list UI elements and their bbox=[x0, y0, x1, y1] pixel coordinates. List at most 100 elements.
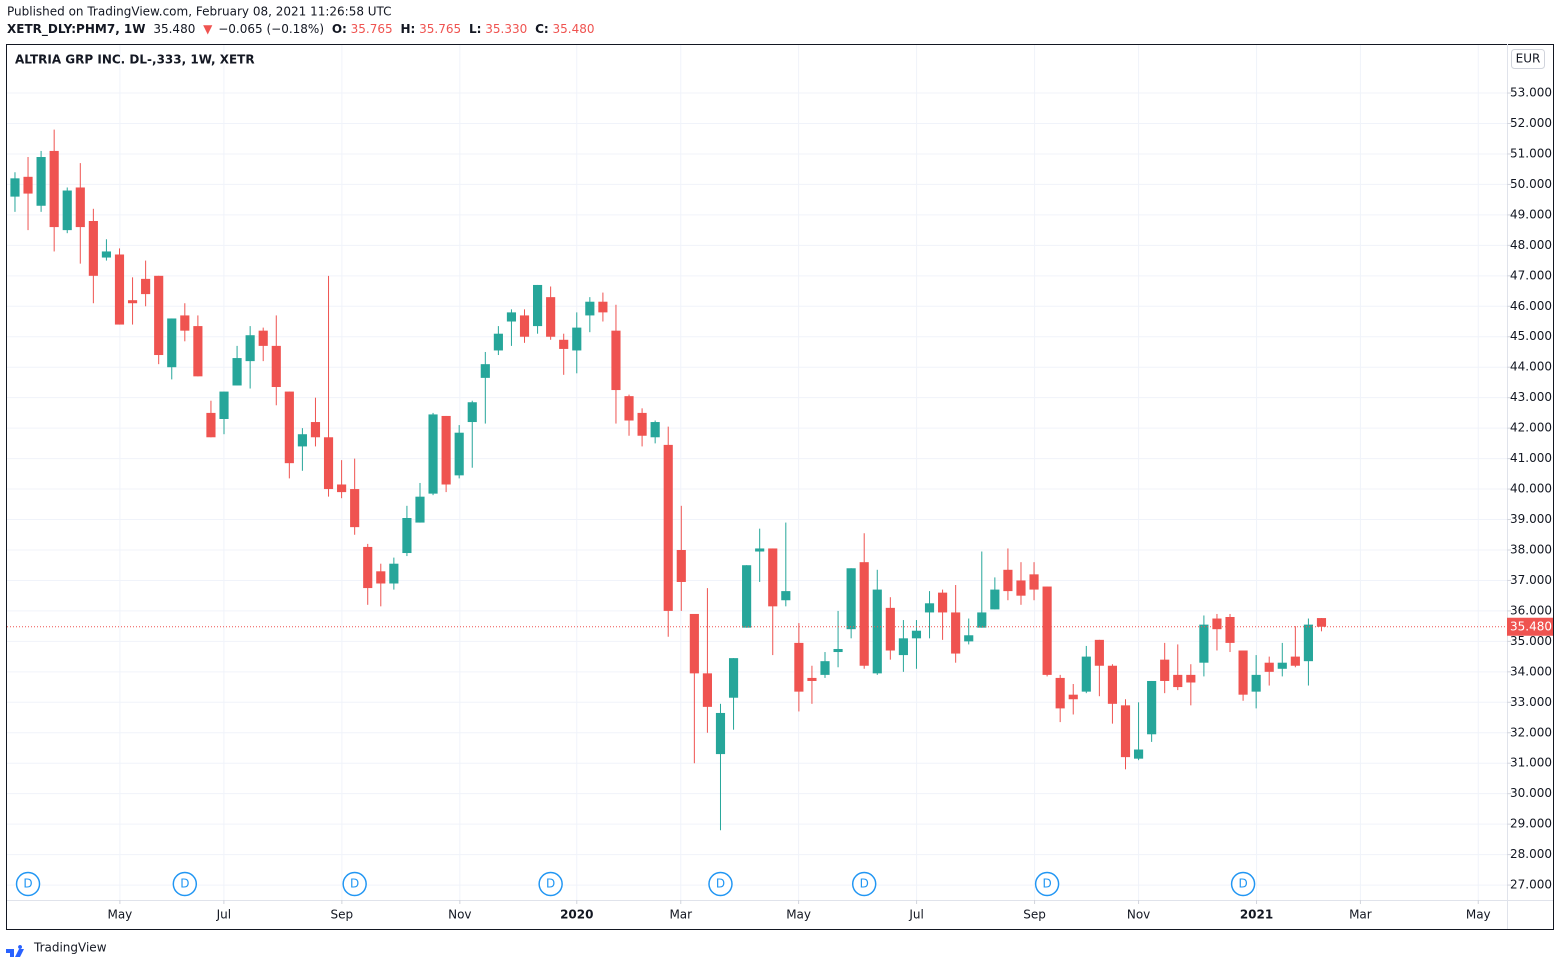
candle-body bbox=[624, 396, 634, 421]
x-tick-label: Jul bbox=[908, 908, 923, 922]
y-tick-label: 48.000 bbox=[1510, 238, 1552, 252]
candle-body bbox=[559, 339, 569, 349]
candle-body bbox=[611, 330, 621, 391]
l-label: L: bbox=[469, 22, 481, 36]
candle-body bbox=[297, 434, 307, 447]
y-tick-label: 43.000 bbox=[1510, 390, 1552, 404]
x-tick-label: Sep bbox=[1023, 908, 1046, 922]
h-label: H: bbox=[400, 22, 415, 36]
last: 35.480 bbox=[153, 22, 195, 36]
candle-body bbox=[337, 484, 347, 493]
candle-body bbox=[1147, 680, 1157, 735]
candle-body bbox=[689, 613, 699, 674]
candle-body bbox=[1225, 617, 1235, 643]
arrow: ▼ bbox=[203, 22, 213, 36]
brand: TradingView bbox=[33, 941, 107, 955]
y-tick-label: 39.000 bbox=[1510, 512, 1552, 526]
dividend-label: D bbox=[860, 877, 869, 891]
c-value: 35.480 bbox=[553, 22, 595, 36]
candle-body bbox=[872, 589, 882, 674]
change: −0.065 (−0.18%) bbox=[218, 22, 324, 36]
candle-body bbox=[376, 571, 386, 584]
candle-body bbox=[1081, 656, 1091, 692]
candle-body bbox=[467, 402, 477, 423]
candle-body bbox=[885, 607, 895, 651]
candle-body bbox=[820, 661, 830, 675]
h-value: 35.765 bbox=[419, 22, 461, 36]
candle-body bbox=[493, 333, 503, 351]
y-tick-label: 49.000 bbox=[1510, 207, 1552, 221]
candle-body bbox=[924, 603, 935, 613]
y-tick-label: 33.000 bbox=[1510, 695, 1552, 709]
candle-body bbox=[415, 496, 425, 523]
y-tick-label: 31.000 bbox=[1510, 756, 1552, 770]
o-value: 35.765 bbox=[351, 22, 393, 36]
candle-body bbox=[715, 712, 726, 755]
brand-logo bbox=[6, 945, 24, 957]
candle-body bbox=[23, 176, 33, 194]
candle-body bbox=[101, 251, 111, 258]
y-tick-label: 45.000 bbox=[1510, 329, 1552, 343]
candle-body bbox=[532, 284, 543, 327]
candle-body bbox=[572, 327, 582, 351]
x-tick-label: Mar bbox=[1349, 908, 1372, 922]
candle-body bbox=[1133, 749, 1144, 759]
candle-body bbox=[350, 489, 360, 528]
candle-body bbox=[1277, 662, 1287, 669]
c-label: C: bbox=[535, 22, 549, 36]
candle-body bbox=[598, 301, 608, 313]
y-tick-label: 40.000 bbox=[1510, 482, 1552, 496]
candle-body bbox=[402, 517, 412, 554]
symbol-line: XETR_DLY:PHM7, 1W 35.480 ▼ −0.065 (−0.18… bbox=[7, 22, 595, 37]
y-tick-label: 38.000 bbox=[1510, 542, 1552, 556]
candle-body bbox=[36, 157, 46, 206]
dividend-marker bbox=[851, 871, 877, 897]
dividend-marker bbox=[1230, 871, 1256, 897]
candle-body bbox=[75, 187, 85, 228]
dividend-label: D bbox=[350, 877, 359, 891]
candle-body bbox=[676, 549, 686, 582]
candle-body bbox=[127, 300, 138, 304]
dividend-marker bbox=[15, 871, 41, 897]
candle-body bbox=[1290, 656, 1300, 666]
dividend-marker bbox=[538, 871, 563, 897]
candle-body bbox=[702, 673, 712, 707]
candle-body bbox=[1238, 650, 1248, 695]
dividend-label: D bbox=[1238, 877, 1247, 891]
y-tick-label: 27.000 bbox=[1510, 878, 1552, 892]
dividend-marker bbox=[1034, 871, 1060, 897]
l-value: 35.330 bbox=[485, 22, 527, 36]
candle-body bbox=[88, 220, 98, 276]
candle-body bbox=[323, 437, 334, 490]
y-tick-label: 30.000 bbox=[1510, 786, 1552, 800]
candle-body bbox=[114, 254, 125, 325]
candle-body bbox=[206, 412, 216, 438]
candle-body bbox=[1094, 639, 1104, 666]
x-tick-label: 2021 bbox=[1240, 908, 1273, 922]
candle-body bbox=[728, 658, 739, 698]
candle-body bbox=[755, 548, 765, 552]
candle-body bbox=[245, 335, 255, 362]
x-tick-label: May bbox=[786, 908, 811, 922]
candle-body bbox=[1251, 674, 1261, 692]
candle-body bbox=[1212, 618, 1222, 630]
candle-body bbox=[911, 630, 922, 639]
candle-body bbox=[768, 548, 778, 607]
x-tick-label: 2020 bbox=[560, 908, 593, 922]
candle-body bbox=[859, 562, 869, 666]
candle-body bbox=[1173, 674, 1183, 688]
candle-body bbox=[519, 315, 530, 337]
plot: 27.000 28.000 29.000 30.000 31.000 32.000 33.0… bbox=[7, 86, 1553, 922]
candle-body bbox=[951, 612, 961, 654]
y-tick-label: 37.000 bbox=[1510, 573, 1552, 587]
candle-body bbox=[1316, 618, 1327, 627]
candle-body bbox=[833, 648, 843, 653]
candle-body bbox=[650, 422, 660, 438]
candle-body bbox=[1303, 624, 1313, 662]
candle-body bbox=[1016, 580, 1026, 596]
candle-body bbox=[1120, 705, 1131, 758]
dividend-label: D bbox=[546, 877, 555, 891]
chart-frame bbox=[6, 44, 1554, 930]
y-tick-label: 52.000 bbox=[1510, 116, 1552, 130]
candle-body bbox=[546, 297, 556, 337]
